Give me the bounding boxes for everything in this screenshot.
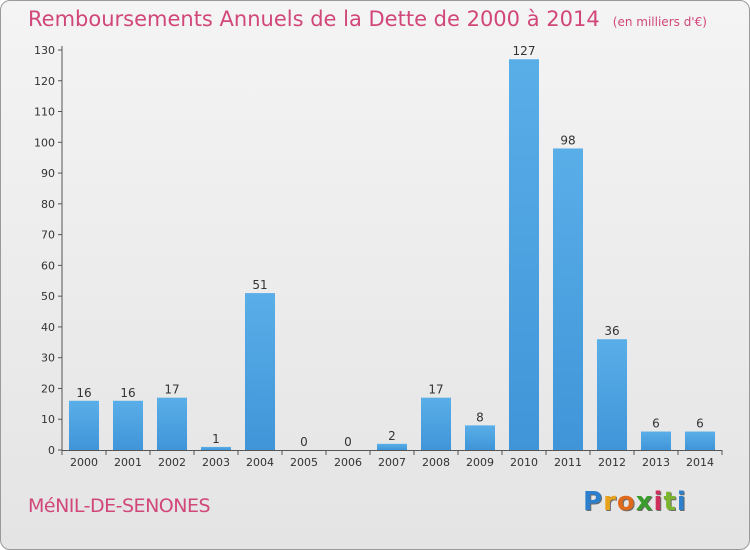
y-tick-label: 120 bbox=[34, 75, 55, 88]
bar-value-label: 2 bbox=[388, 429, 396, 443]
bar bbox=[377, 443, 407, 450]
bar bbox=[421, 397, 451, 450]
title-line: Remboursements Annuels de la Dette de 20… bbox=[28, 7, 707, 31]
bar-value-label: 0 bbox=[300, 435, 308, 449]
bar bbox=[465, 425, 495, 450]
bar bbox=[597, 339, 627, 450]
x-tick-label: 2003 bbox=[202, 456, 230, 469]
logo-letter: P bbox=[583, 487, 604, 517]
logo-letter: i bbox=[653, 487, 664, 517]
bar bbox=[245, 293, 275, 450]
bar bbox=[685, 431, 715, 450]
y-tick-label: 20 bbox=[41, 382, 55, 395]
x-tick-label: 2014 bbox=[686, 456, 714, 469]
bar-value-label: 8 bbox=[476, 410, 484, 424]
x-tick-label: 2006 bbox=[334, 456, 362, 469]
commune-name: MéNIL-DE-SENONES bbox=[28, 495, 211, 517]
y-tick-label: 40 bbox=[41, 321, 55, 334]
y-tick-label: 30 bbox=[41, 352, 55, 365]
y-tick-label: 80 bbox=[41, 198, 55, 211]
bar bbox=[157, 397, 187, 450]
x-tick-label: 2011 bbox=[554, 456, 582, 469]
logo-letter: r bbox=[603, 487, 617, 517]
bar-value-label: 98 bbox=[560, 133, 575, 147]
bar bbox=[553, 148, 583, 450]
bar-value-label: 1 bbox=[212, 432, 220, 446]
y-tick-label: 90 bbox=[41, 167, 55, 180]
chart-unit-note: (en milliers d'€) bbox=[612, 15, 707, 29]
bar-value-label: 127 bbox=[513, 44, 536, 58]
logo-letter: t bbox=[663, 487, 677, 517]
bar bbox=[509, 59, 539, 450]
bar-value-label: 17 bbox=[164, 383, 179, 397]
y-tick-label: 60 bbox=[41, 259, 55, 272]
y-tick-label: 110 bbox=[34, 106, 55, 119]
x-tick-label: 2007 bbox=[378, 456, 406, 469]
y-tick-label: 10 bbox=[41, 413, 55, 426]
y-tick-label: 100 bbox=[34, 136, 55, 149]
x-tick-label: 2004 bbox=[246, 456, 274, 469]
bar bbox=[201, 446, 231, 450]
proxiti-logo: Proxiti bbox=[583, 487, 687, 517]
logo-letter: o bbox=[616, 487, 636, 517]
bar-value-label: 6 bbox=[696, 417, 704, 431]
bar bbox=[69, 400, 99, 450]
logo-letter: i bbox=[676, 487, 687, 517]
bar-value-label: 16 bbox=[76, 386, 91, 400]
bar-value-label: 36 bbox=[604, 324, 619, 338]
x-tick-label: 2005 bbox=[290, 456, 318, 469]
bar-value-label: 16 bbox=[120, 386, 135, 400]
bar bbox=[113, 400, 143, 450]
bar-value-label: 0 bbox=[344, 435, 352, 449]
bar bbox=[641, 431, 671, 450]
chart-title: Remboursements Annuels de la Dette de 20… bbox=[28, 7, 600, 31]
y-tick-label: 70 bbox=[41, 229, 55, 242]
x-tick-label: 2000 bbox=[70, 456, 98, 469]
bar-value-label: 51 bbox=[252, 278, 267, 292]
x-tick-label: 2008 bbox=[422, 456, 450, 469]
x-tick-label: 2002 bbox=[158, 456, 186, 469]
bar-value-label: 17 bbox=[428, 383, 443, 397]
x-tick-label: 2012 bbox=[598, 456, 626, 469]
x-tick-label: 2001 bbox=[114, 456, 142, 469]
bar-value-label: 6 bbox=[652, 417, 660, 431]
y-tick-label: 0 bbox=[48, 444, 55, 457]
y-tick-label: 50 bbox=[41, 290, 55, 303]
y-tick-label: 130 bbox=[34, 44, 55, 57]
x-tick-label: 2013 bbox=[642, 456, 670, 469]
x-tick-label: 2010 bbox=[510, 456, 538, 469]
logo-letter: x bbox=[635, 487, 654, 517]
x-tick-label: 2009 bbox=[466, 456, 494, 469]
